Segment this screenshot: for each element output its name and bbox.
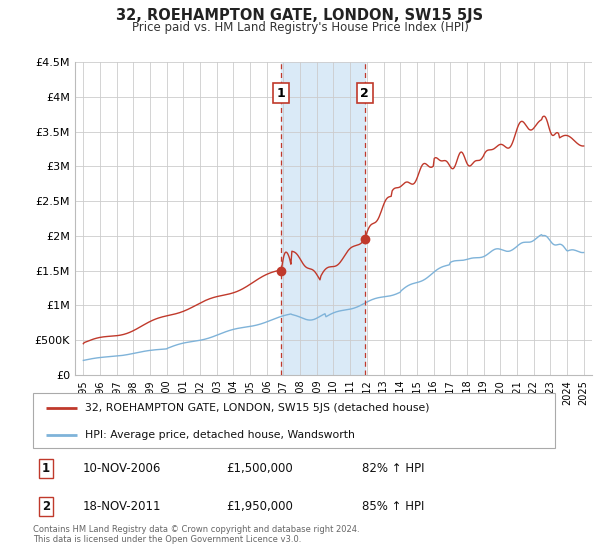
Text: Contains HM Land Registry data © Crown copyright and database right 2024.
This d: Contains HM Land Registry data © Crown c…	[33, 525, 359, 544]
Text: 2: 2	[42, 500, 50, 513]
Text: 1: 1	[42, 463, 50, 475]
Text: £1,950,000: £1,950,000	[226, 500, 293, 513]
FancyBboxPatch shape	[33, 393, 555, 448]
Text: 82% ↑ HPI: 82% ↑ HPI	[362, 463, 424, 475]
Text: 85% ↑ HPI: 85% ↑ HPI	[362, 500, 424, 513]
Text: £1,500,000: £1,500,000	[226, 463, 293, 475]
Text: 2: 2	[361, 87, 369, 100]
Text: Price paid vs. HM Land Registry's House Price Index (HPI): Price paid vs. HM Land Registry's House …	[131, 21, 469, 34]
Text: 32, ROEHAMPTON GATE, LONDON, SW15 5JS (detached house): 32, ROEHAMPTON GATE, LONDON, SW15 5JS (d…	[85, 403, 430, 413]
Text: 18-NOV-2011: 18-NOV-2011	[83, 500, 161, 513]
Text: HPI: Average price, detached house, Wandsworth: HPI: Average price, detached house, Wand…	[85, 430, 355, 440]
Text: 1: 1	[277, 87, 286, 100]
Bar	[281, 62, 365, 375]
Text: 32, ROEHAMPTON GATE, LONDON, SW15 5JS: 32, ROEHAMPTON GATE, LONDON, SW15 5JS	[116, 8, 484, 24]
Text: 10-NOV-2006: 10-NOV-2006	[83, 463, 161, 475]
